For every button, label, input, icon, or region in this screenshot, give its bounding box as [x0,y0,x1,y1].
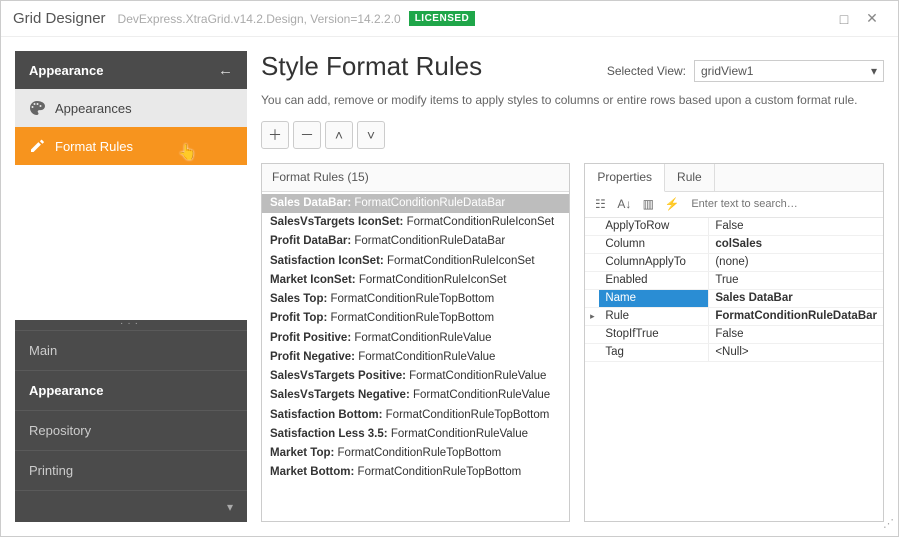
sidebar-back-icon[interactable]: ← [218,62,233,79]
remove-button[interactable]: － [293,121,321,149]
rule-row[interactable]: Market IconSet: FormatConditionRuleIconS… [262,271,569,290]
resize-grip-icon[interactable]: ⋰ [883,517,892,530]
titlebar: Grid Designer DevExpress.XtraGrid.v14.2.… [1,1,898,37]
designer-window: Grid Designer DevExpress.XtraGrid.v14.2.… [0,0,899,537]
rules-panel-header: Format Rules (15) [262,164,569,192]
selected-view-group: Selected View: gridView1 ▾ [607,60,884,82]
tab-properties[interactable]: Properties [585,164,665,192]
sidebar-cat-appearance[interactable]: Appearance [15,370,247,410]
window-title: Grid Designer [13,10,106,27]
sidebar-cat-main[interactable]: Main [15,330,247,370]
properties-tabs: Properties Rule [585,164,883,192]
property-row[interactable]: ColumnApplyTo(none) [585,254,883,272]
sidebar-item-label: Appearances [55,101,132,116]
move-up-button[interactable]: ˄ [325,121,353,149]
rule-row[interactable]: SalesVsTargets IconSet: FormatConditionR… [262,213,569,232]
sidebar-separator: ··· [15,320,247,330]
sidebar-header: Appearance ← [15,51,247,89]
rules-toolbar: ＋ － ˄ ˅ [261,121,884,149]
sidebar-header-label: Appearance [29,63,103,78]
rule-row[interactable]: Profit Positive: FormatConditionRuleValu… [262,329,569,348]
sidebar-item-appearances[interactable]: Appearances [15,89,247,127]
tab-rule[interactable]: Rule [665,164,715,191]
rule-row[interactable]: Satisfaction Less 3.5: FormatConditionRu… [262,425,569,444]
rules-panel: Format Rules (15) Sales DataBar: FormatC… [261,163,570,522]
events-icon[interactable]: ⚡ [661,194,683,214]
maximize-button[interactable]: □ [830,8,858,30]
selected-view-combo[interactable]: gridView1 ▾ [694,60,884,82]
selected-view-label: Selected View: [607,64,686,78]
selected-view-value: gridView1 [701,64,753,78]
sidebar-cat-repository[interactable]: Repository [15,410,247,450]
rule-row[interactable]: SalesVsTargets Negative: FormatCondition… [262,386,569,405]
property-row[interactable]: ▸RuleFormatConditionRuleDataBar [585,308,883,326]
property-row[interactable]: Tag<Null> [585,344,883,362]
alphabetical-icon[interactable]: A↓ [613,194,635,214]
sidebar-expand-button[interactable]: ▾ [15,490,247,522]
cursor-hand-icon: 👆 [178,143,197,161]
property-row[interactable]: NameSales DataBar [585,290,883,308]
chevron-down-icon: ▾ [871,64,877,78]
sidebar-item-label: Format Rules [55,139,133,154]
properties-panel: Properties Rule ☷ A↓ ▥ ⚡ ApplyToRowFalse… [584,163,884,522]
license-badge: LICENSED [409,11,476,26]
rule-row[interactable]: Satisfaction IconSet: FormatConditionRul… [262,252,569,271]
property-grid[interactable]: ApplyToRowFalseColumncolSalesColumnApply… [585,218,883,521]
move-down-button[interactable]: ˅ [357,121,385,149]
rule-row[interactable]: Profit Top: FormatConditionRuleTopBottom [262,309,569,328]
categorized-icon[interactable]: ☷ [589,194,611,214]
property-row[interactable]: ColumncolSales [585,236,883,254]
sidebar-item-format-rules[interactable]: Format Rules 👆 [15,127,247,165]
rule-row[interactable]: Market Top: FormatConditionRuleTopBottom [262,444,569,463]
page-title: Style Format Rules [261,51,587,82]
columns-icon[interactable]: ▥ [637,194,659,214]
property-row[interactable]: StopIfTrueFalse [585,326,883,344]
property-row[interactable]: ApplyToRowFalse [585,218,883,236]
property-search-input[interactable] [685,194,879,214]
property-toolbar: ☷ A↓ ▥ ⚡ [585,192,883,218]
palette-icon [29,100,45,116]
close-button[interactable]: ✕ [858,8,886,30]
property-row[interactable]: EnabledTrue [585,272,883,290]
rule-row[interactable]: SalesVsTargets Positive: FormatCondition… [262,367,569,386]
content-area: Style Format Rules Selected View: gridVi… [261,51,884,522]
sidebar: Appearance ← Appearances Format Rules 👆 … [15,51,247,522]
rule-row[interactable]: Sales Top: FormatConditionRuleTopBottom [262,290,569,309]
rule-row[interactable]: Sales DataBar: FormatConditionRuleDataBa… [262,194,569,213]
window-subtitle: DevExpress.XtraGrid.v14.2.Design, Versio… [118,12,401,26]
rules-list[interactable]: Sales DataBar: FormatConditionRuleDataBa… [262,192,569,521]
sidebar-cat-printing[interactable]: Printing [15,450,247,490]
rule-row[interactable]: Profit Negative: FormatConditionRuleValu… [262,348,569,367]
add-button[interactable]: ＋ [261,121,289,149]
edit-icon [29,138,45,154]
rule-row[interactable]: Profit DataBar: FormatConditionRuleDataB… [262,232,569,251]
rule-row[interactable]: Market Bottom: FormatConditionRuleTopBot… [262,463,569,482]
sidebar-categories: Main Appearance Repository Printing ▾ [15,330,247,522]
rule-row[interactable]: Satisfaction Bottom: FormatConditionRule… [262,406,569,425]
page-description: You can add, remove or modify items to a… [261,92,884,109]
